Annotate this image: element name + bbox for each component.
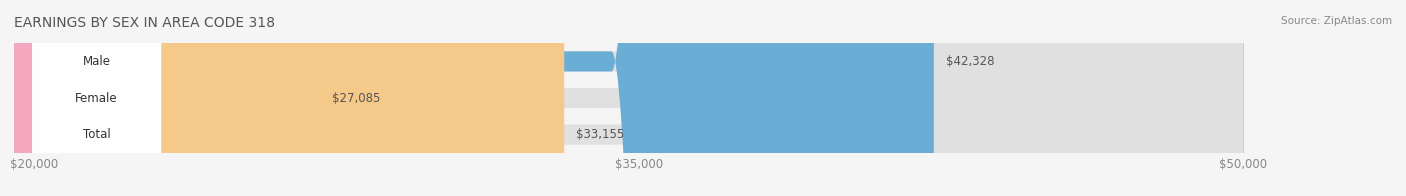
Text: Source: ZipAtlas.com: Source: ZipAtlas.com: [1281, 16, 1392, 26]
FancyBboxPatch shape: [34, 0, 934, 196]
Text: $42,328: $42,328: [946, 55, 994, 68]
FancyBboxPatch shape: [34, 0, 1243, 196]
FancyBboxPatch shape: [34, 0, 1243, 196]
FancyBboxPatch shape: [32, 0, 162, 196]
Text: Total: Total: [83, 128, 111, 141]
Text: $33,155: $33,155: [576, 128, 624, 141]
FancyBboxPatch shape: [0, 0, 357, 196]
FancyBboxPatch shape: [34, 0, 564, 196]
FancyBboxPatch shape: [34, 0, 1243, 196]
Text: EARNINGS BY SEX IN AREA CODE 318: EARNINGS BY SEX IN AREA CODE 318: [14, 16, 276, 30]
FancyBboxPatch shape: [32, 0, 162, 196]
Text: Male: Male: [83, 55, 111, 68]
Text: $27,085: $27,085: [332, 92, 380, 104]
FancyBboxPatch shape: [32, 0, 162, 196]
Text: Female: Female: [76, 92, 118, 104]
